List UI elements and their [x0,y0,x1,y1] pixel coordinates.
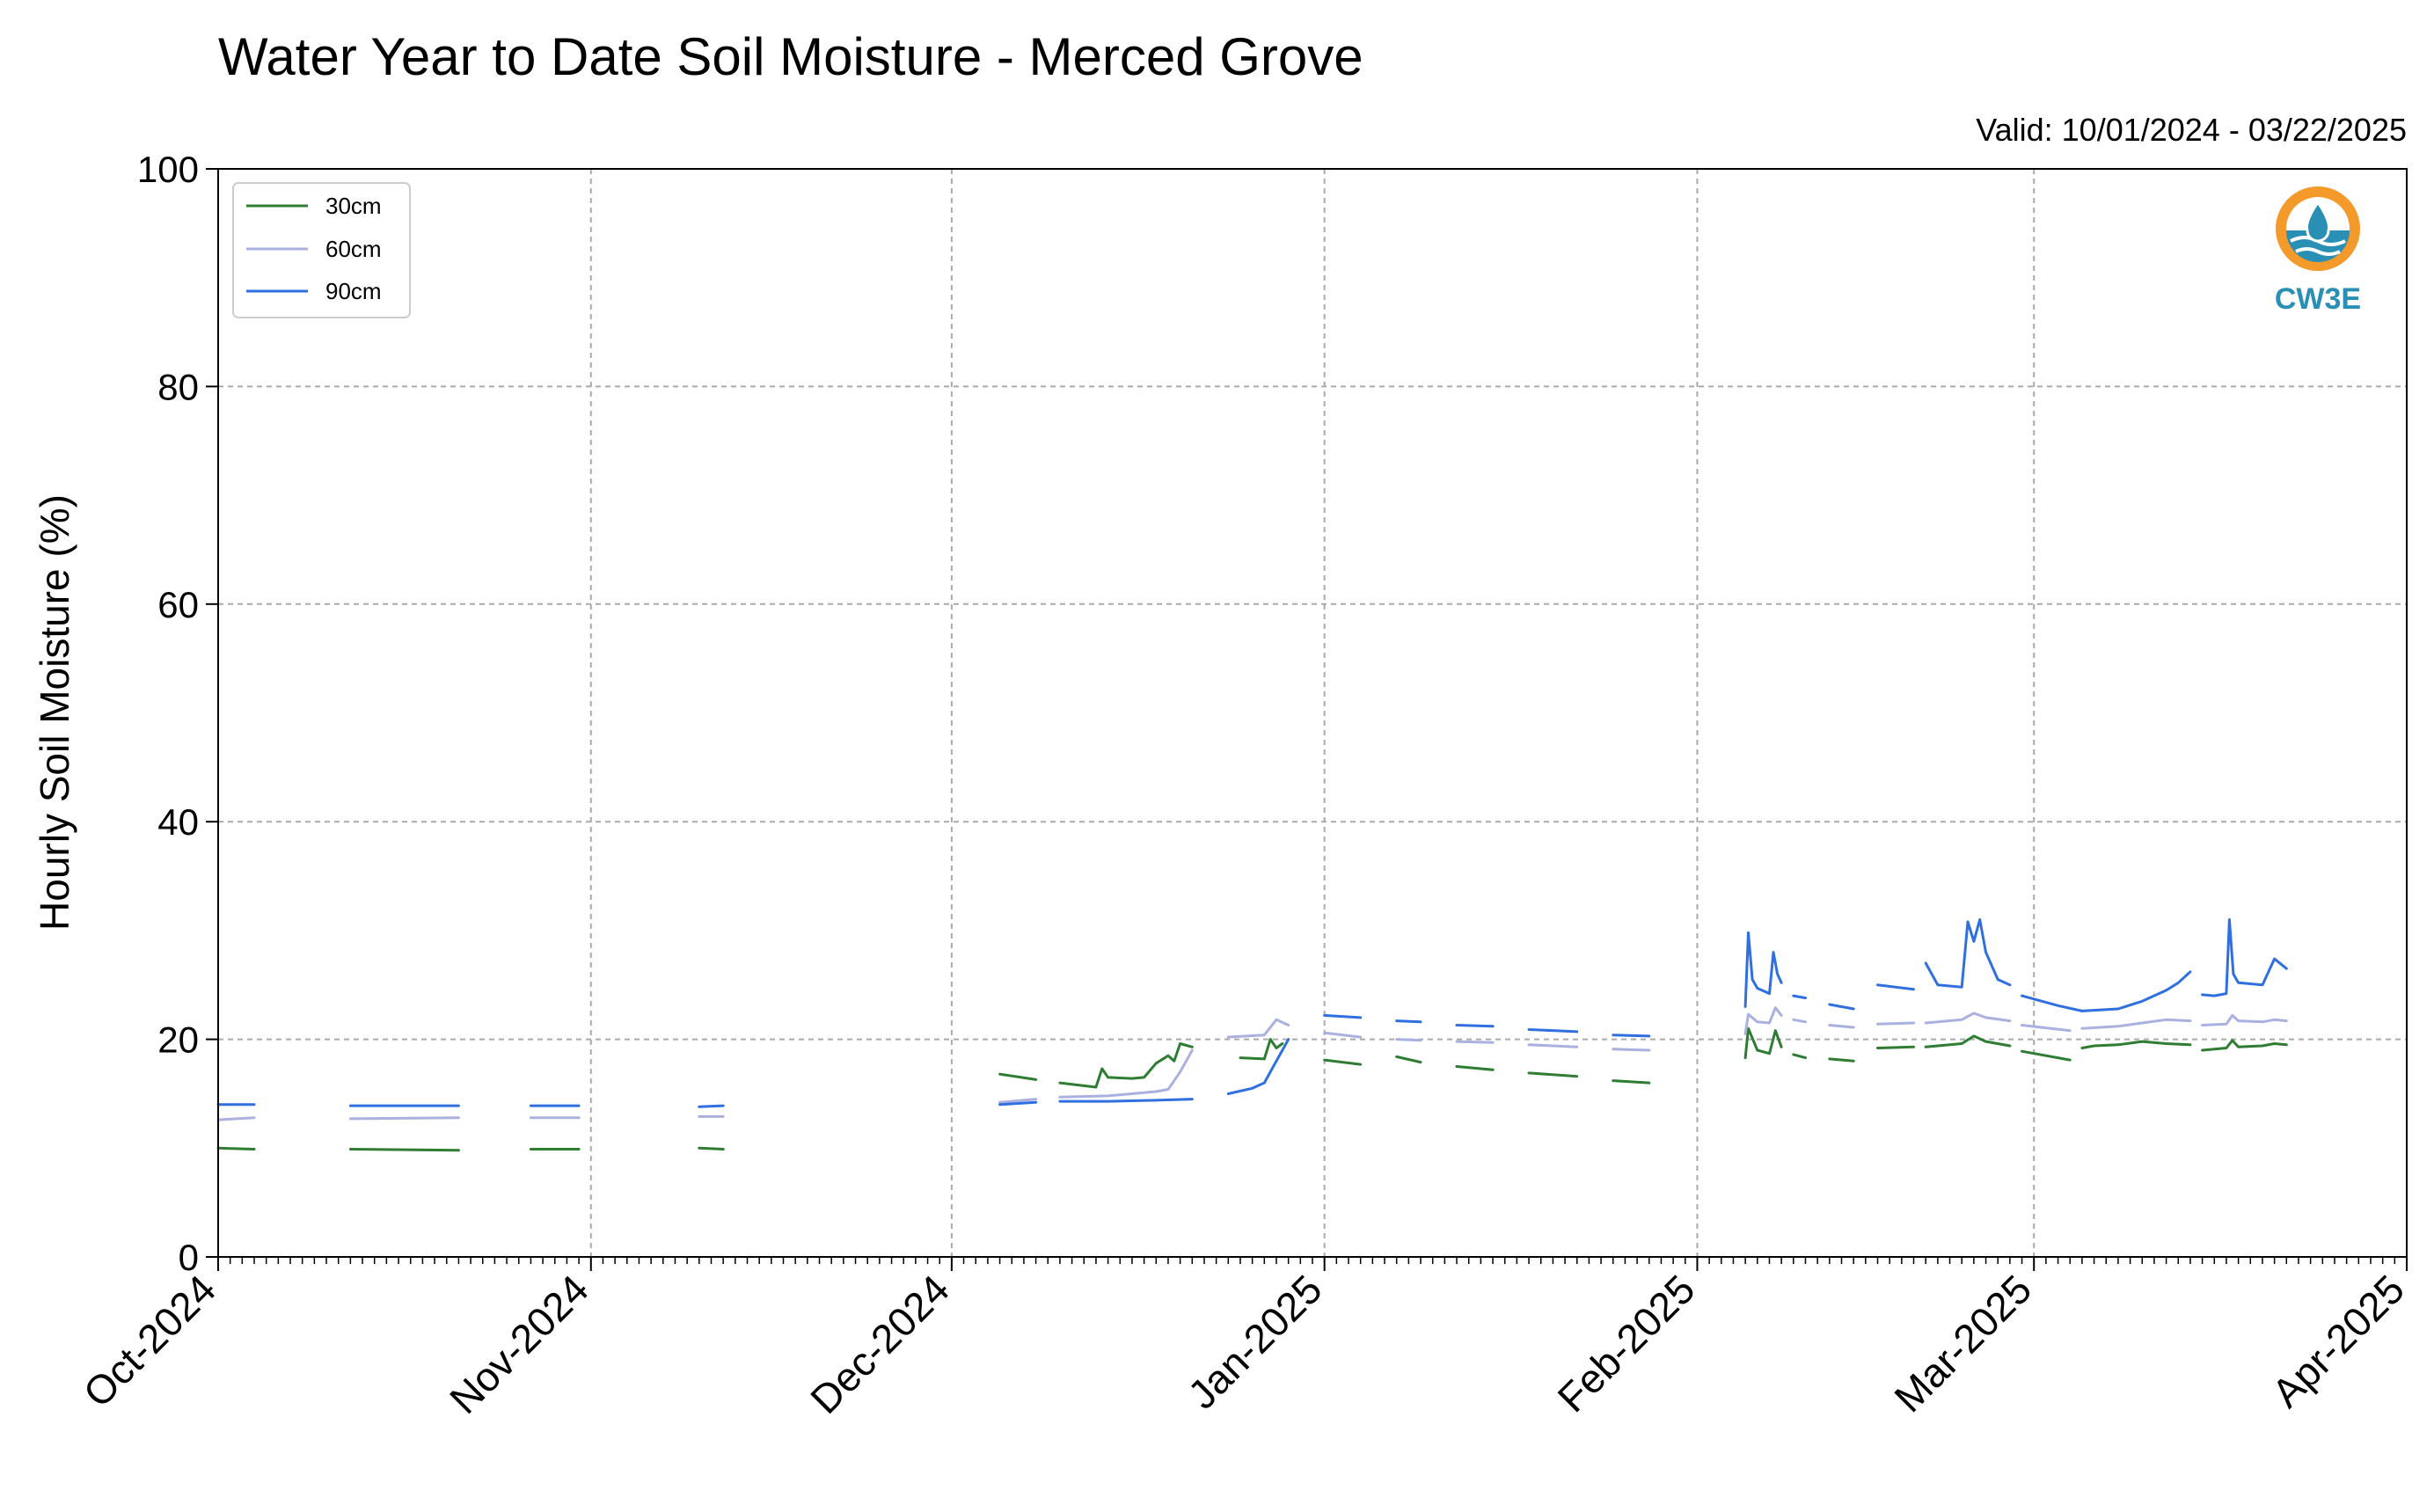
series-30cm-segment [1876,1045,1915,1049]
series-90cm-segment [998,1100,1038,1107]
cw3e-logo: CW3E [2275,186,2361,316]
series-60cm-segment [1743,1006,1783,1035]
series-60cm-segment [1792,1018,1807,1024]
series-30cm-segment [2201,1039,2288,1052]
logo-droplet-icon [2306,200,2330,243]
series-30cm-segment [1743,1026,1783,1060]
logo-text: CW3E [2275,282,2361,316]
y-tick-label: 80 [157,366,199,407]
series-30cm-segment [2021,1049,2072,1062]
series-90cm-segment [1743,931,1783,1008]
series-60cm-segment [1527,1043,1579,1048]
series-90cm-segment [1792,994,1807,1000]
legend-label-90cm: 90cm [325,278,382,304]
y-tick-label: 60 [157,584,199,625]
chart-title: Water Year to Date Soil Moisture - Merce… [218,27,1363,86]
series-90cm-segment [1876,983,1915,991]
series-30cm-segment [1395,1055,1422,1064]
series-30cm-segment [1792,1053,1807,1060]
y-tick-label: 40 [157,801,199,843]
y-tick-label: 100 [137,149,199,190]
series-30cm-segment [1527,1071,1579,1078]
series-60cm-segment [216,1116,256,1121]
series-60cm-segment [1226,1018,1290,1039]
legend-box [232,182,411,318]
series-60cm-segment [1395,1038,1422,1042]
series-60cm-segment [1323,1031,1363,1039]
series-30cm-segment [1323,1058,1363,1066]
y-axis: 0 20 40 60 80 100 [137,149,218,1278]
y-tick-label: 20 [157,1019,199,1061]
logo-wave-2 [2295,247,2341,256]
series-60cm-segment [2201,1013,2288,1026]
series-layer [216,918,2288,1152]
series-90cm-segment [1828,1003,1855,1011]
series-90cm-segment [1323,1013,1363,1019]
y-tick-label: 0 [179,1237,199,1278]
chart-subtitle: Valid: 10/01/2024 - 03/22/2025 [1976,112,2407,148]
series-60cm-segment [1876,1021,1915,1026]
series-60cm-segment [998,1098,1038,1104]
series-90cm-segment [2201,918,2288,997]
series-90cm-segment [2021,994,2084,1012]
legend: 30cm 60cm 90cm [232,182,411,318]
series-90cm-segment [1226,1038,1290,1095]
y-axis-label: Hourly Soil Moisture (%) [32,494,77,931]
legend-label-60cm: 60cm [325,236,382,262]
series-90cm-segment [1924,918,2012,989]
series-90cm-segment [1058,1098,1194,1103]
series-60cm-segment [1924,1012,2012,1025]
series-90cm-segment [1395,1019,1422,1024]
series-60cm-segment [1058,1048,1194,1099]
series-60cm-segment [2021,1024,2072,1033]
series-30cm-segment [1455,1065,1495,1071]
series-30cm-segment [216,1146,256,1150]
series-30cm [216,1026,2288,1152]
series-90cm [216,918,2288,1108]
series-60cm-segment [1612,1048,1651,1052]
series-90cm-segment [698,1104,725,1108]
series-30cm-segment [1612,1079,1651,1085]
series-60cm-segment [1455,1040,1495,1044]
series-30cm-segment [698,1146,725,1150]
series-60cm-segment [2080,1018,2192,1030]
series-90cm-segment [1612,1034,1651,1038]
series-30cm-segment [998,1072,1038,1081]
series-30cm-segment [1924,1034,2012,1048]
series-60cm [216,1006,2288,1121]
series-30cm-segment [1239,1038,1284,1061]
series-30cm-segment [1828,1057,1855,1063]
series-60cm-segment [1828,1024,1855,1029]
series-90cm-segment [2080,970,2192,1012]
series-60cm-segment [348,1116,460,1121]
grid-lines [218,169,2407,1257]
series-30cm-segment [1058,1042,1194,1089]
series-90cm-segment [1527,1028,1579,1034]
legend-label-30cm: 30cm [325,193,382,219]
series-30cm-segment [2080,1040,2192,1049]
